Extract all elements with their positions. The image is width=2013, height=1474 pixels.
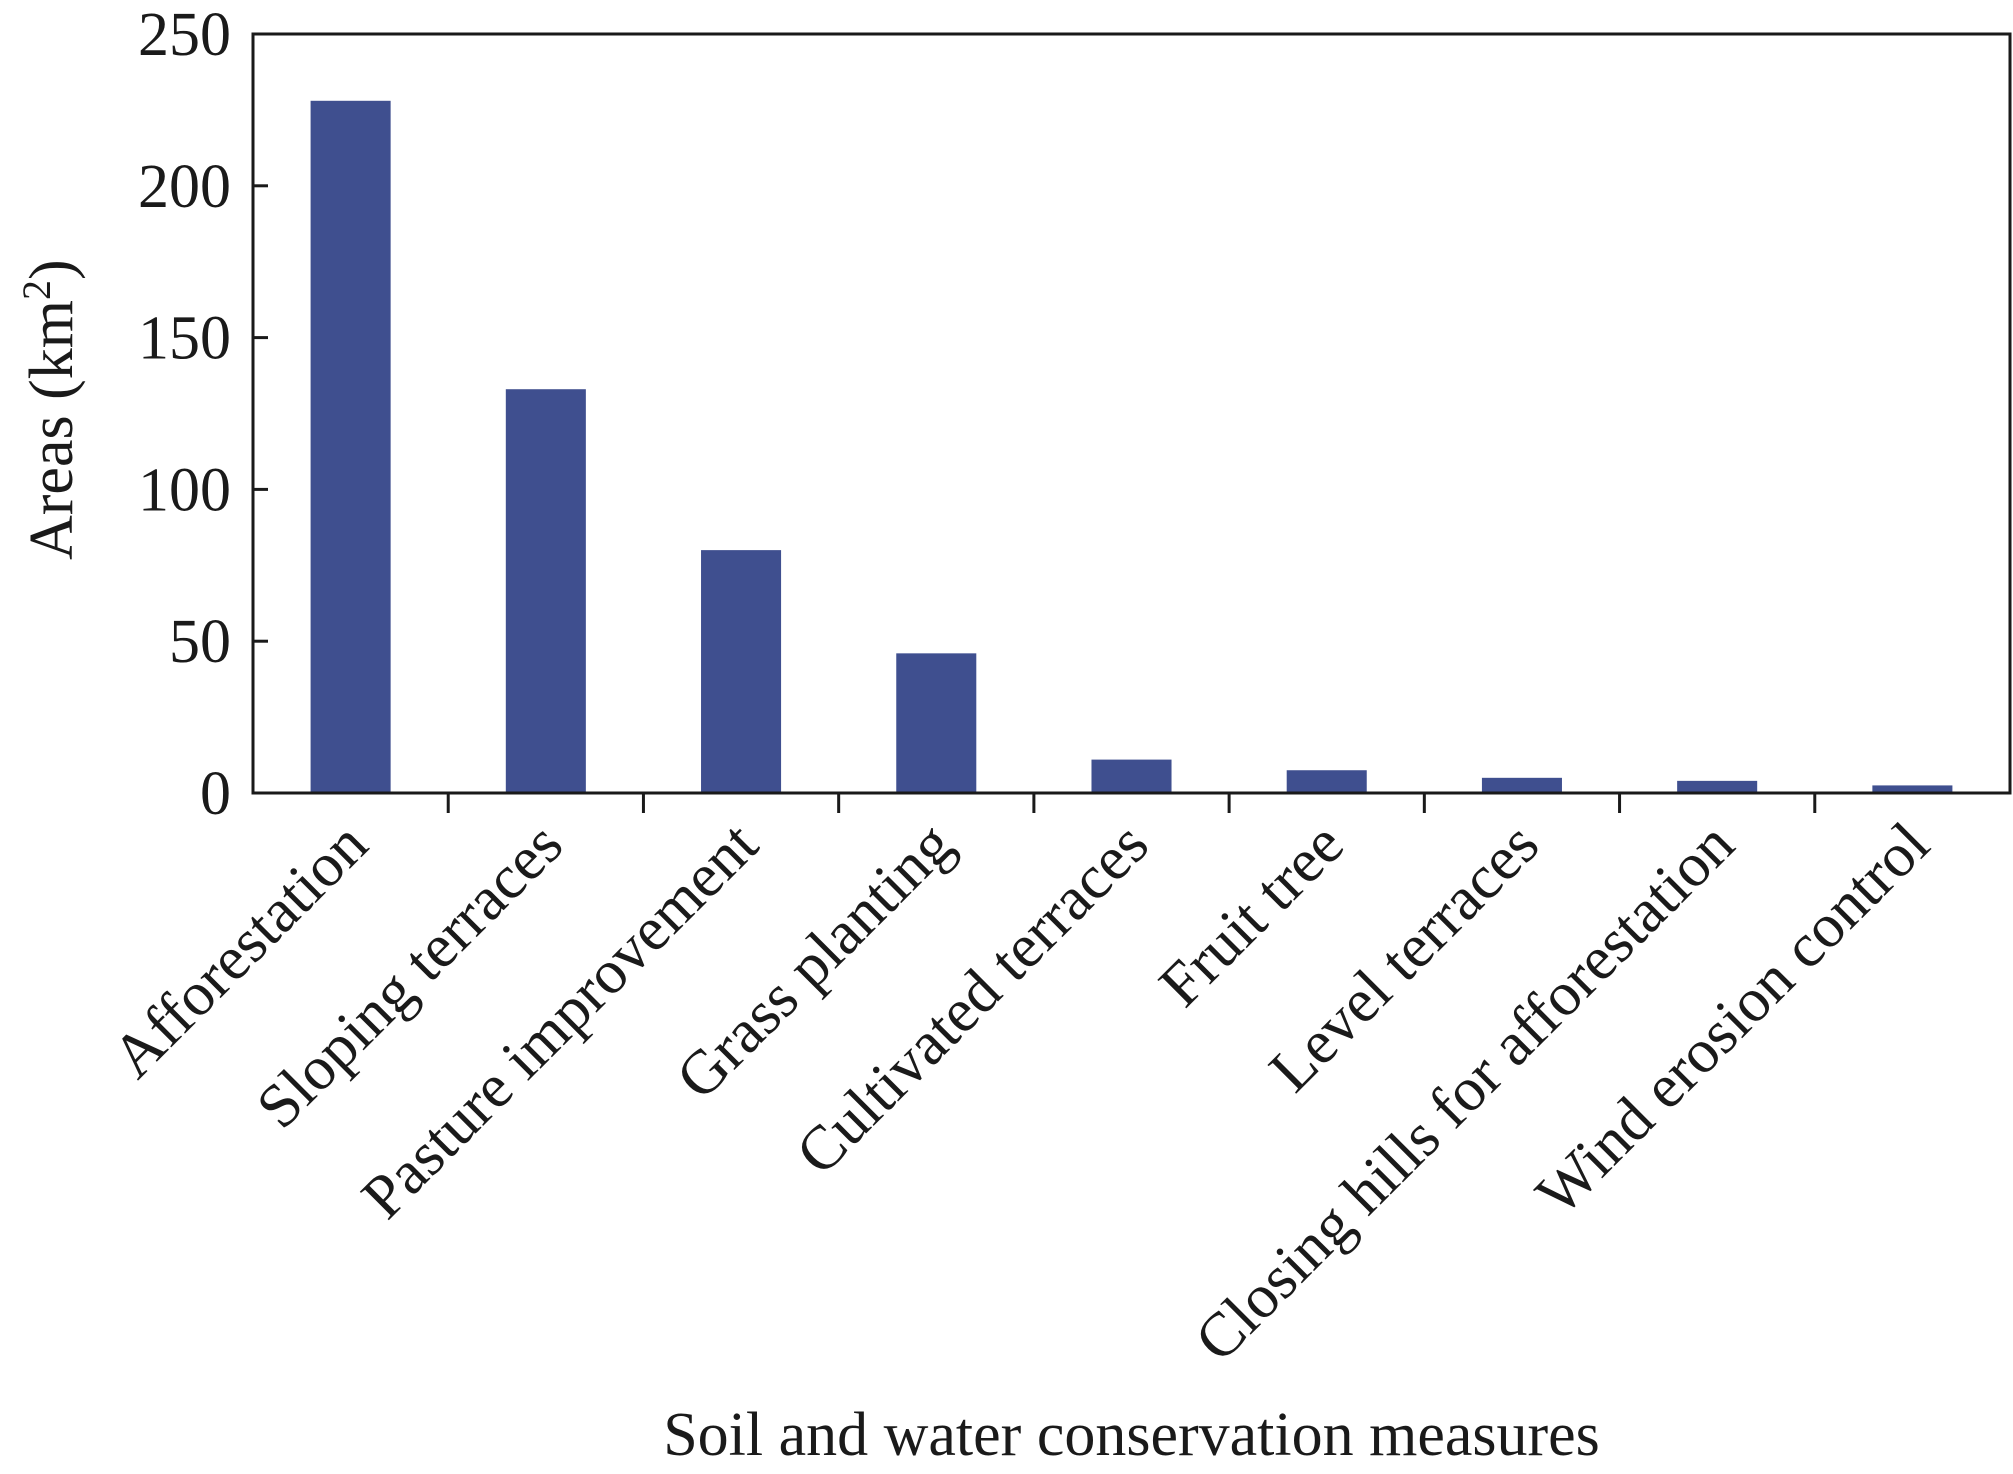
bar: [310, 100, 391, 794]
bar: [1286, 770, 1367, 793]
bar: [1677, 780, 1758, 793]
x-category-label: Wind erosion control: [1523, 810, 1942, 1229]
bar: [505, 389, 586, 793]
y-tick-label: 50: [169, 608, 231, 676]
y-axis: 0 50 100 150 200 250: [138, 1, 268, 828]
bar: [1091, 759, 1172, 793]
y-axis-title-main: Areas (km: [18, 300, 86, 560]
plot-frame: [251, 32, 2012, 795]
bar: [701, 550, 782, 793]
y-tick-label: 200: [138, 153, 231, 221]
x-category-label: Cultivated terraces: [783, 810, 1161, 1188]
y-axis-title-close: ): [18, 259, 86, 280]
svg-text:Areas (km2): Areas (km2): [14, 259, 86, 560]
y-tick-label: 150: [138, 305, 231, 373]
x-axis-title: Soil and water conservation measures: [663, 1401, 1600, 1469]
y-tick-label: 100: [138, 456, 231, 524]
bar: [1872, 785, 1953, 793]
bar: [896, 653, 977, 793]
bar: [1481, 777, 1562, 793]
y-axis-title: Areas (km2): [14, 259, 86, 560]
y-axis-title-superscript: 2: [14, 280, 59, 300]
y-tick-label: 0: [200, 760, 231, 828]
y-tick-label: 250: [138, 1, 231, 69]
bars-group: [310, 100, 1953, 794]
